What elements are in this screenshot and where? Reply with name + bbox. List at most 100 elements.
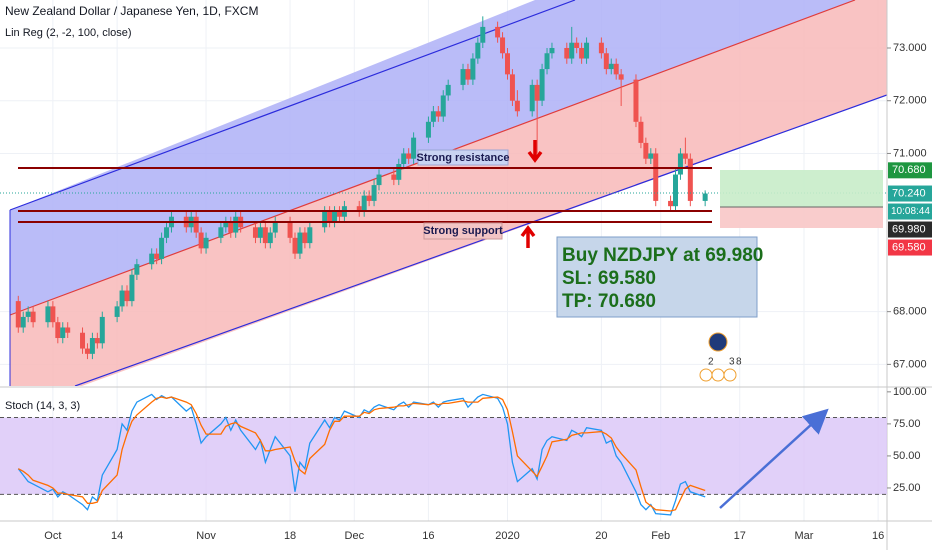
candle-body [445, 84, 451, 96]
countdown-badge [888, 203, 932, 220]
stoch-panel [0, 393, 887, 516]
event-count: 8 [736, 357, 742, 368]
candle-body [307, 227, 313, 244]
candle-body [257, 227, 263, 238]
candle-body [509, 74, 515, 101]
candle-body [603, 53, 609, 70]
candle-body [584, 42, 590, 59]
candle-body [643, 142, 649, 159]
candle-body [687, 158, 693, 201]
candle-body [598, 42, 604, 54]
candle-body [673, 174, 679, 207]
upper-channel-fill [10, 0, 887, 315]
indicator-label: Lin Reg (2, -2, 100, close) [5, 27, 132, 39]
price-badge [888, 162, 932, 179]
candle-body [371, 185, 377, 201]
chart-title: New Zealand Dollar / Japanese Yen, 1D, F… [5, 4, 258, 18]
y-tick-label: 25.00 [893, 482, 921, 494]
x-tick-label: 2020 [495, 530, 519, 542]
candle-body [55, 322, 61, 339]
candle-body [702, 193, 708, 201]
candle-body [376, 174, 382, 186]
stoch-line [17, 396, 706, 512]
candle-body [262, 227, 268, 244]
stop-loss-zone [720, 207, 883, 228]
indicator-label: Stoch (14, 3, 3) [5, 400, 80, 412]
candle-body [223, 222, 229, 228]
candle-body [574, 42, 580, 48]
candle-body [50, 306, 56, 323]
candle-body [203, 237, 209, 249]
annotation-box [423, 222, 503, 240]
candle-body [539, 69, 545, 101]
x-tick-label: Feb [651, 530, 670, 542]
candle-body [164, 227, 170, 238]
candle-body [549, 47, 555, 54]
event-count: 2 [708, 357, 714, 368]
annotation: Strong resistance [417, 152, 510, 164]
candle-body [149, 253, 155, 265]
candle-body [401, 153, 407, 164]
candle-body [668, 200, 674, 207]
candle-body [114, 306, 120, 317]
candle-body [529, 84, 535, 112]
candle-body [228, 222, 234, 233]
lower-channel-fill [10, 0, 887, 386]
candle-body [25, 311, 31, 317]
candle-body [356, 206, 362, 212]
candle-body [648, 153, 654, 159]
candle-body [267, 232, 273, 244]
candle-body [569, 42, 575, 59]
candle-body [366, 195, 372, 201]
x-tick-label: 17 [734, 530, 746, 542]
candle-body [193, 216, 199, 233]
candle-body [89, 338, 95, 354]
candle-body [396, 163, 402, 180]
x-tick-label: 16 [422, 530, 434, 542]
candle-body [272, 222, 278, 233]
y-tick-label: 75.00 [893, 418, 921, 430]
candle-body [618, 74, 624, 80]
take-profit-zone [720, 170, 883, 207]
x-tick-label: 16 [872, 530, 884, 542]
event-count: 3 [729, 357, 735, 368]
candle-body [465, 69, 471, 80]
candle-body [495, 26, 501, 38]
up-arrow [520, 225, 536, 248]
event-icon[interactable] [699, 368, 713, 382]
candle-body [129, 274, 135, 302]
down-arrow [527, 140, 543, 163]
candle-body [134, 264, 140, 275]
price-badge-label: 70.240 [892, 187, 926, 199]
event-icon[interactable] [723, 368, 737, 382]
stoch-band [0, 417, 887, 495]
event-icon[interactable] [708, 332, 728, 352]
price-badge [888, 239, 932, 256]
candle-body [391, 174, 397, 180]
candle-body [480, 26, 486, 43]
candle-body [94, 338, 100, 344]
candle-body [470, 58, 476, 80]
candle-body [302, 232, 308, 244]
candle-body [460, 69, 466, 85]
x-tick-label: 18 [284, 530, 296, 542]
candle-body [15, 301, 21, 328]
price-badge [888, 185, 932, 202]
candle-body [65, 327, 71, 333]
candle-body [361, 195, 367, 212]
event-icon[interactable] [711, 368, 725, 382]
candle-body [84, 348, 90, 354]
candle-body [218, 227, 224, 238]
candle-body [80, 332, 86, 349]
candle-body [233, 216, 239, 233]
candle-body [292, 237, 298, 254]
candle-body [500, 37, 506, 54]
candle-body [475, 42, 481, 59]
candle-body [608, 63, 614, 70]
candle-body [613, 63, 619, 75]
candle-body [322, 211, 328, 228]
candle-body [534, 84, 540, 101]
candle-body [411, 137, 417, 159]
candle-body [332, 211, 338, 223]
candle-body [252, 227, 258, 238]
